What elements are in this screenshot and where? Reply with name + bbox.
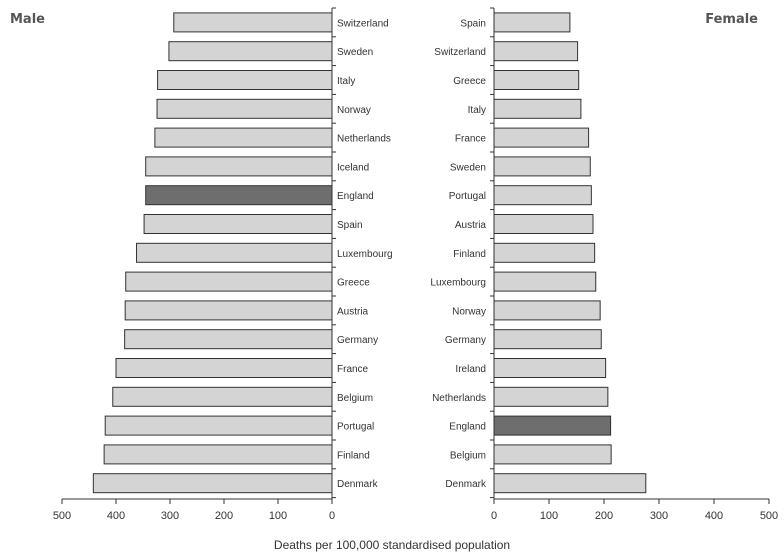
male-category-label: Portugal: [337, 422, 374, 433]
male-bar: [154, 127, 333, 148]
female-bar: [493, 98, 582, 119]
female-category-label: Portugal: [449, 191, 486, 202]
male-bar: [104, 415, 333, 436]
female-bar: [493, 473, 647, 494]
female-panel: Spain Switzerland Greece Italy France Sweden P…: [430, 7, 778, 522]
female-bar: [493, 214, 594, 234]
male-panel-label: Male: [10, 12, 45, 27]
male-bar: [143, 214, 333, 234]
male-bar: [115, 358, 333, 378]
female-bar: [493, 70, 580, 90]
male-category-label: England: [337, 191, 374, 202]
female-category-label: Luxembourg: [430, 278, 486, 289]
female-bar: [493, 329, 602, 350]
male-category-label: France: [337, 364, 369, 375]
female-bar: [493, 271, 597, 292]
female-bar: [493, 386, 609, 407]
female-bar: [493, 242, 596, 263]
male-value-tick-label: 300: [161, 510, 179, 522]
female-bar: [493, 127, 590, 148]
male-bar: [124, 329, 333, 350]
male-category-label: Iceland: [337, 162, 369, 173]
female-bar: [493, 41, 579, 62]
male-bar: [173, 12, 333, 33]
female-value-tick-label: 200: [595, 510, 613, 522]
female-bar: [493, 300, 601, 321]
female-value-tick-label: 500: [760, 510, 778, 522]
male-bar: [156, 98, 333, 119]
female-category-label: Spain: [460, 18, 486, 29]
male-category-label: Luxembourg: [337, 249, 393, 260]
x-axis-title: Deaths per 100,000 standardised populati…: [273, 538, 511, 552]
male-category-label: Italy: [337, 76, 355, 87]
female-category-label: Ireland: [455, 364, 486, 375]
female-category-label: Denmark: [445, 479, 487, 490]
female-category-label: Switzerland: [434, 47, 486, 58]
female-bar: [493, 358, 607, 378]
female-bar: [493, 185, 592, 206]
male-bar: [124, 300, 333, 321]
male-value-tick-label: 200: [215, 510, 233, 522]
male-bar: [103, 444, 333, 465]
male-panel: Switzerland Sweden Italy Norway Netherlands I…: [53, 7, 393, 522]
male-category-label: Greece: [337, 278, 370, 289]
female-bar: [493, 444, 612, 465]
male-bar: [92, 473, 333, 494]
female-category-label: England: [449, 422, 486, 433]
male-category-label: Denmark: [337, 479, 379, 490]
female-category-label: Belgium: [450, 450, 486, 461]
female-value-tick-label: 100: [540, 510, 558, 522]
male-value-tick-label: 500: [53, 510, 71, 522]
female-category-label: Netherlands: [432, 393, 486, 404]
male-bar: [145, 156, 333, 177]
female-category-label: Sweden: [450, 162, 486, 173]
male-bar: [168, 41, 333, 62]
male-category-label: Belgium: [337, 393, 373, 404]
male-value-tick-label: 0: [329, 510, 335, 522]
female-category-label: Germany: [445, 335, 486, 346]
male-category-label: Germany: [337, 335, 378, 346]
male-value-tick-label: 400: [107, 510, 125, 522]
male-bar: [125, 271, 333, 292]
male-category-label: Netherlands: [337, 134, 391, 145]
female-value-tick-label: 400: [705, 510, 723, 522]
male-bar: [136, 242, 333, 263]
male-category-label: Spain: [337, 220, 363, 231]
female-category-label: Norway: [452, 306, 486, 317]
male-category-label: Sweden: [337, 47, 373, 58]
female-value-tick-label: 300: [650, 510, 668, 522]
female-category-label: Greece: [453, 76, 486, 87]
male-bar: [157, 70, 333, 90]
male-bar: [112, 386, 333, 407]
female-category-label: Austria: [455, 220, 487, 231]
female-category-label: Finland: [453, 249, 486, 260]
female-panel-label: Female: [705, 12, 758, 27]
female-bar: [493, 12, 571, 33]
male-bar: [145, 185, 333, 206]
male-category-label: Norway: [337, 105, 371, 116]
male-category-label: Austria: [337, 306, 369, 317]
female-category-label: Italy: [468, 105, 486, 116]
female-value-tick-label: 0: [491, 510, 497, 522]
female-bar: [493, 415, 612, 436]
female-bar: [493, 156, 591, 177]
male-value-tick-label: 100: [269, 510, 287, 522]
female-category-label: France: [455, 134, 487, 145]
male-category-label: Finland: [337, 450, 370, 461]
male-category-label: Switzerland: [337, 18, 389, 29]
